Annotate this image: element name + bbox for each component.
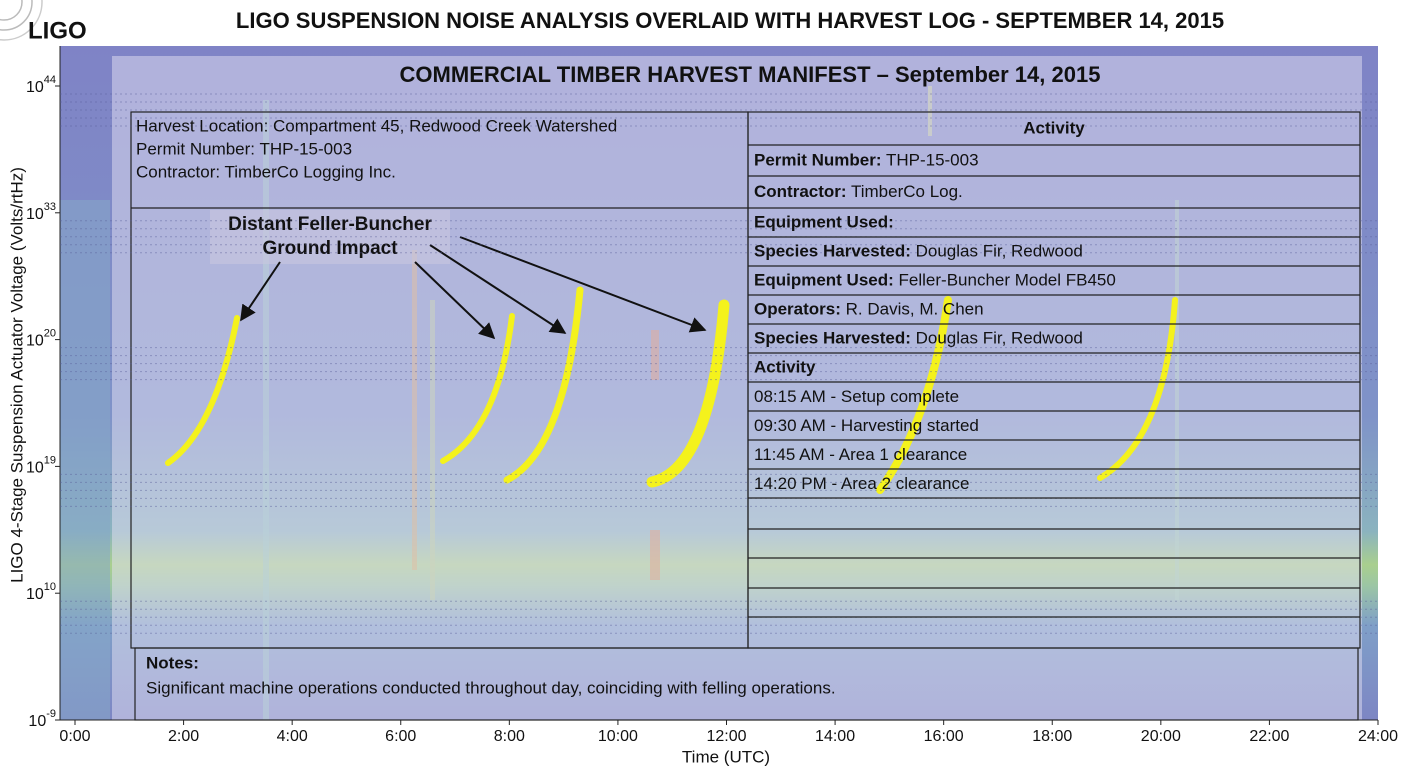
table-header: Activity [1023, 118, 1085, 137]
row-value: TimberCo Log. [847, 182, 963, 201]
row-label: Species Harvested: [754, 329, 911, 348]
y-tick-base: 10 [26, 586, 44, 603]
x-tick-label: 20:00 [1141, 728, 1181, 745]
y-tick-exponent: 20 [44, 328, 56, 340]
row-value: THP-15-003 [882, 151, 979, 170]
info-line: Contractor: TimberCo Logging Inc. [136, 162, 396, 181]
y-tick-exponent: 19 [44, 454, 56, 466]
y-tick-base: 10 [28, 713, 46, 730]
info-line: Harvest Location: Compartment 45, Redwoo… [136, 116, 617, 135]
y-tick-exponent: -9 [46, 708, 56, 720]
row-value: R. Davis, M. Chen [841, 300, 984, 319]
table-row: Species Harvested: Douglas Fir, Redwood [754, 329, 1083, 348]
chirps [165, 286, 1178, 494]
y-tick-base: 10 [26, 460, 44, 477]
row-label: Activity [754, 358, 816, 377]
table-row: Operators: R. Davis, M. Chen [754, 300, 984, 319]
row-label: Equipment Used: [754, 271, 894, 290]
y-tick-exponent: 10 [44, 581, 56, 593]
y-tick-label: 1020 [26, 328, 56, 350]
info-line: Permit Number: THP-15-003 [136, 139, 352, 158]
annotation: Distant Feller-Buncher Ground Impact [210, 210, 707, 340]
x-tick-label: 10:00 [598, 728, 638, 745]
row-label: Contractor: [754, 182, 847, 201]
row-label: Species Harvested: [754, 242, 911, 261]
y-tick-exponent: 44 [44, 74, 56, 86]
y-tick-base: 10 [26, 206, 44, 223]
x-tick-label: 0:00 [59, 728, 90, 745]
x-tick-label: 16:00 [924, 728, 964, 745]
chart-title: LIGO SUSPENSION NOISE ANALYSIS OVERLAID … [236, 8, 1224, 33]
table-row: Contractor: TimberCo Log. [754, 182, 963, 201]
y-tick-label: 10-9 [28, 708, 56, 730]
x-tick-label: 2:00 [168, 728, 199, 745]
x-tick-label: 6:00 [385, 728, 416, 745]
table-row: Equipment Used: [754, 213, 894, 232]
logo: LIGO [0, 0, 87, 44]
row-value: Feller-Buncher Model FB450 [894, 271, 1116, 290]
x-tick-label: 8:00 [494, 728, 525, 745]
row-label: Operators: [754, 300, 841, 319]
manifest-overlay [112, 56, 1362, 720]
x-tick-label: 24:00 [1358, 728, 1398, 745]
table-row: Equipment Used: Feller-Buncher Model FB4… [754, 271, 1116, 290]
annotation-text: Distant Feller-Buncher [228, 214, 432, 235]
row-value: Douglas Fir, Redwood [911, 242, 1083, 261]
y-tick-label: 1044 [26, 74, 56, 96]
notes: Significant machine operations conducted… [146, 678, 836, 697]
activity: 14:20 PM - Area 2 clearance [754, 474, 969, 493]
x-axis-label: Time (UTC) [682, 747, 770, 766]
activity: 08:15 AM - Setup complete [754, 387, 959, 406]
row-value: Douglas Fir, Redwood [911, 329, 1083, 348]
y-tick-label: 1010 [26, 581, 56, 603]
y-axis-label: LIGO 4-Stage Suspension Actuator Voltage… [7, 167, 26, 583]
y-tick-exponent: 33 [44, 201, 56, 213]
table-row: Activity [754, 358, 816, 377]
y-tick-label: 1033 [26, 201, 56, 223]
table-row: Permit Number: THP-15-003 [754, 151, 979, 170]
x-tick-label: 12:00 [706, 728, 746, 745]
table-row: Species Harvested: Douglas Fir, Redwood [754, 242, 1083, 261]
y-tick-base: 10 [26, 79, 44, 96]
y-tick-base: 10 [26, 333, 44, 350]
notes-label: Notes: [146, 653, 199, 672]
x-tick-label: 14:00 [815, 728, 855, 745]
x-tick-label: 22:00 [1249, 728, 1289, 745]
logo-text: LIGO [28, 17, 87, 44]
x-tick-label: 18:00 [1032, 728, 1072, 745]
row-label: Equipment Used: [754, 213, 894, 232]
activity: 09:30 AM - Harvesting started [754, 416, 979, 435]
annotation-text: Ground Impact [262, 238, 398, 259]
x-tick-label: 4:00 [277, 728, 308, 745]
manifest-title: COMMERCIAL TIMBER HARVEST MANIFEST – Sep… [400, 62, 1101, 87]
y-tick-label: 1019 [26, 454, 56, 476]
activity: 11:45 AM - Area 1 clearance [754, 445, 967, 464]
row-label: Permit Number: [754, 151, 882, 170]
